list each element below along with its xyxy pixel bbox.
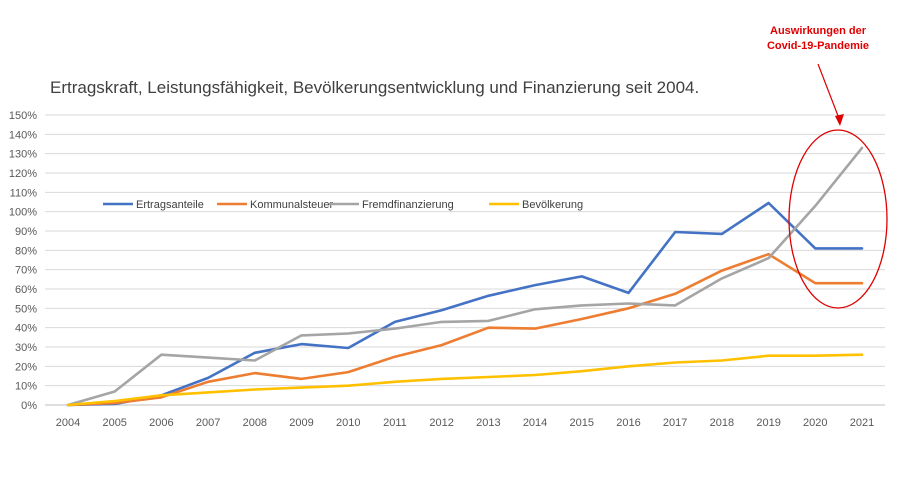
covid-annotation: Auswirkungen der Covid-19-Pandemie	[767, 25, 888, 309]
legend-label: Kommunalsteuer	[250, 199, 333, 211]
y-tick-label: 110%	[10, 187, 38, 199]
gridlines	[45, 114, 885, 406]
x-tick-label: 2019	[756, 417, 780, 429]
x-tick-label: 2014	[523, 417, 547, 429]
x-tick-label: 2006	[149, 417, 173, 429]
series-line	[66, 252, 864, 407]
y-tick-label: 130%	[9, 149, 37, 161]
annotation-text-line-1: Auswirkungen der	[770, 25, 867, 37]
y-tick-label: 20%	[15, 361, 37, 373]
y-tick-label: 0%	[21, 400, 37, 412]
y-tick-label: 150%	[9, 110, 37, 122]
legend: Ertragsanteile Kommunalsteuer Fremdfinanzi…	[103, 199, 583, 211]
y-tick-label: 50%	[15, 303, 37, 315]
y-tick-label: 70%	[15, 265, 37, 277]
covid-highlight-ellipse	[788, 129, 888, 309]
x-tick-label: 2004	[56, 417, 80, 429]
x-tick-label: 2015	[570, 417, 594, 429]
x-tick-label: 2011	[383, 417, 407, 429]
x-tick-label: 2021	[850, 417, 874, 429]
y-tick-label: 120%	[9, 168, 37, 180]
x-tick-label: 2010	[336, 417, 360, 429]
x-tick-label: 2016	[616, 417, 640, 429]
x-tick-label: 2020	[803, 417, 827, 429]
legend-label: Ertragsanteile	[136, 199, 204, 211]
y-tick-label: 40%	[15, 323, 37, 335]
legend-label: Bevölkerung	[522, 199, 583, 211]
annotation-arrow	[817, 63, 841, 122]
y-tick-label: 90%	[15, 226, 37, 238]
series-line	[66, 201, 864, 407]
chart-title: Ertragskraft, Leistungsfähigkeit, Bevölk…	[50, 78, 699, 97]
annotation-text-line-2: Covid-19-Pandemie	[767, 40, 869, 52]
x-tick-label: 2007	[196, 417, 220, 429]
x-tick-label: 2017	[663, 417, 687, 429]
series-lines	[66, 146, 864, 407]
x-axis-ticks: 2004 2005 2006 2007 2008 2009 2010 2011 2012 2013…	[56, 417, 874, 429]
y-tick-label: 140%	[9, 129, 37, 141]
x-tick-label: 2008	[243, 417, 267, 429]
legend-label: Fremdfinanzierung	[362, 199, 454, 211]
series-line	[66, 353, 864, 407]
y-tick-label: 100%	[9, 207, 37, 219]
y-tick-label: 10%	[15, 381, 37, 393]
annotation-arrowhead	[835, 114, 844, 126]
x-tick-label: 2012	[429, 417, 453, 429]
y-axis-ticks: 0% 10% 20% 30% 40% 50% 60% 70% 80% 90% 100% 110% 120…	[9, 110, 37, 412]
y-tick-label: 80%	[15, 245, 37, 257]
x-tick-label: 2005	[102, 417, 126, 429]
x-tick-label: 2018	[710, 417, 734, 429]
x-tick-label: 2009	[289, 417, 313, 429]
y-tick-label: 30%	[15, 342, 37, 354]
x-tick-label: 2013	[476, 417, 500, 429]
y-tick-label: 60%	[15, 284, 37, 296]
series-line	[66, 146, 864, 407]
